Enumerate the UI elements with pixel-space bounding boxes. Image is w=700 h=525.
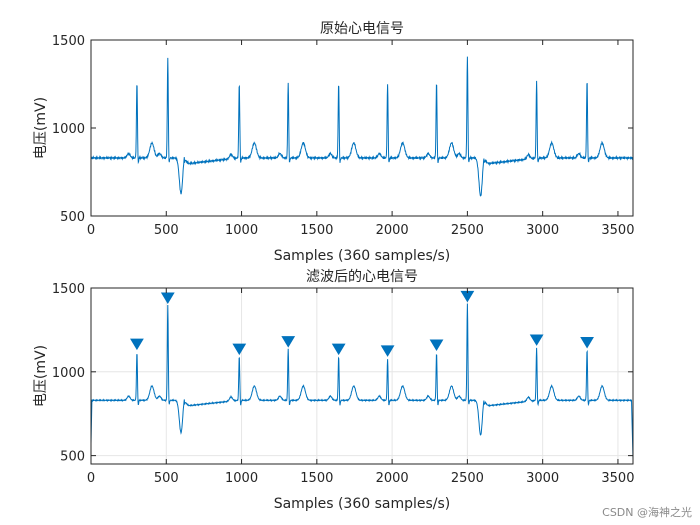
x-tick-label: 500 [154, 471, 179, 486]
r-peak-marker [281, 336, 296, 348]
r-peak-marker [160, 292, 175, 305]
y-tick-label: 1500 [52, 282, 85, 297]
y-tick-label: 1500 [52, 34, 85, 49]
x-tick-label: 3500 [601, 223, 634, 238]
x-tick-label: 500 [154, 223, 179, 238]
grid-filtered [91, 287, 633, 464]
xlabel-raw: Samples (360 samples/s) [274, 248, 451, 264]
x-tick-label: 0 [87, 223, 95, 238]
trace-raw [90, 56, 634, 197]
y-tick-label: 1000 [52, 122, 85, 137]
x-tick-label: 1500 [300, 223, 333, 238]
trace-filtered [90, 303, 634, 460]
r-peak-marker [529, 334, 544, 346]
x-tick-label: 1500 [300, 471, 333, 486]
title-raw: 原始心电信号 [320, 21, 404, 37]
r-peak-marker [380, 345, 395, 357]
r-peak-marker [429, 339, 444, 351]
axes-filtered-signal: 滤波后的心电信号 0 500 1000 1500 2000 2500 3000 3500500… [33, 269, 634, 512]
x-tick-label: 2000 [376, 223, 409, 238]
title-filtered: 滤波后的心电信号 [306, 269, 418, 285]
r-peak-marker [130, 338, 144, 351]
axes-box-filtered [90, 287, 634, 465]
watermark: CSDN @海神之光 [602, 505, 692, 519]
x-tick-label: 1000 [225, 471, 258, 486]
xlabel-filtered: Samples (360 samples/s) [274, 496, 451, 512]
x-tick-label: 2000 [376, 471, 409, 486]
axes-box-raw [90, 39, 634, 217]
x-tick-label: 0 [87, 471, 95, 486]
r-peak-marker [580, 336, 594, 349]
x-tick-label: 2500 [451, 471, 484, 486]
x-tick-label: 3000 [526, 223, 559, 238]
x-tick-label: 2500 [451, 223, 484, 238]
ylabel-raw: 电压(mV) [33, 97, 49, 159]
axes-raw-signal: 原始心电信号 0 500 1000 1500 2000 2500 3000 350050010… [33, 21, 634, 264]
r-peak-markers [130, 290, 594, 357]
r-peak-marker [331, 343, 346, 356]
ylabel-filtered: 电压(mV) [33, 345, 49, 407]
y-tick-label: 500 [60, 210, 85, 225]
y-tick-label: 1000 [52, 366, 85, 381]
x-tick-label: 1000 [225, 223, 258, 238]
y-tick-label: 500 [60, 450, 85, 465]
x-tick-label: 3000 [526, 471, 559, 486]
x-tick-label: 3500 [601, 471, 634, 486]
r-peak-marker [232, 343, 247, 356]
